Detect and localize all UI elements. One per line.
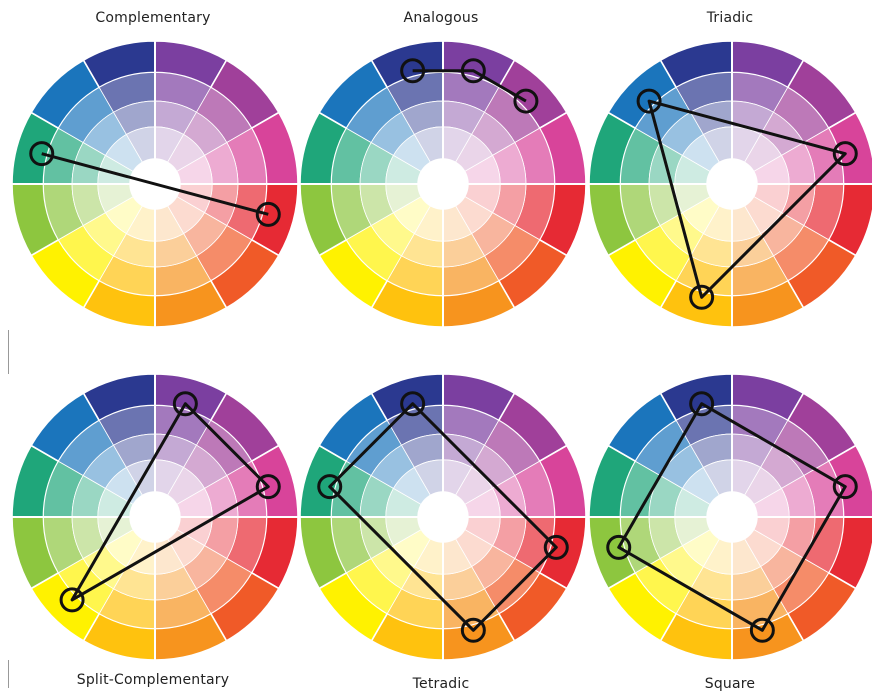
harmony-marker (255, 474, 281, 500)
harmony-marker (513, 88, 539, 114)
title-split-complementary: Split-Complementary (76, 672, 230, 688)
harmony-connector (617, 402, 847, 632)
harmony-marker (172, 391, 198, 417)
harmony-marker (749, 617, 775, 643)
title-tetradic: Tetradic (412, 676, 470, 692)
harmony-marker (689, 284, 715, 310)
harmony-connector (412, 69, 527, 103)
divider-rule-top (8, 330, 9, 374)
harmony-connector (41, 152, 269, 216)
harmony-marker (543, 534, 569, 560)
harmony-marker (832, 141, 858, 167)
title-square: Square (704, 676, 756, 692)
harmony-marker (689, 391, 715, 417)
harmony-marker (636, 88, 662, 114)
title-analogous: Analogous (403, 10, 479, 26)
harmony-marker (59, 587, 85, 613)
harmony-marker (255, 201, 281, 227)
harmony-connector (647, 99, 847, 299)
title-triadic: Triadic (706, 10, 754, 26)
harmony-marker (317, 474, 343, 500)
harmony-marker (460, 617, 486, 643)
color-wheel-1 (299, 40, 587, 328)
color-wheel-4 (299, 373, 587, 661)
harmony-marker (832, 474, 858, 500)
divider-rule-bottom (8, 660, 9, 688)
harmony-marker (400, 391, 426, 417)
harmony-connector (70, 402, 270, 602)
harmony-marker (400, 58, 426, 84)
harmony-connector (328, 402, 558, 632)
color-wheel-2 (588, 40, 872, 328)
color-wheel-0 (11, 40, 299, 328)
color-wheel-5 (588, 373, 872, 661)
title-complementary: Complementary (95, 10, 211, 26)
color-wheel-3 (11, 373, 299, 661)
harmony-marker (460, 58, 486, 84)
harmony-marker (29, 141, 55, 167)
harmony-marker (606, 534, 632, 560)
